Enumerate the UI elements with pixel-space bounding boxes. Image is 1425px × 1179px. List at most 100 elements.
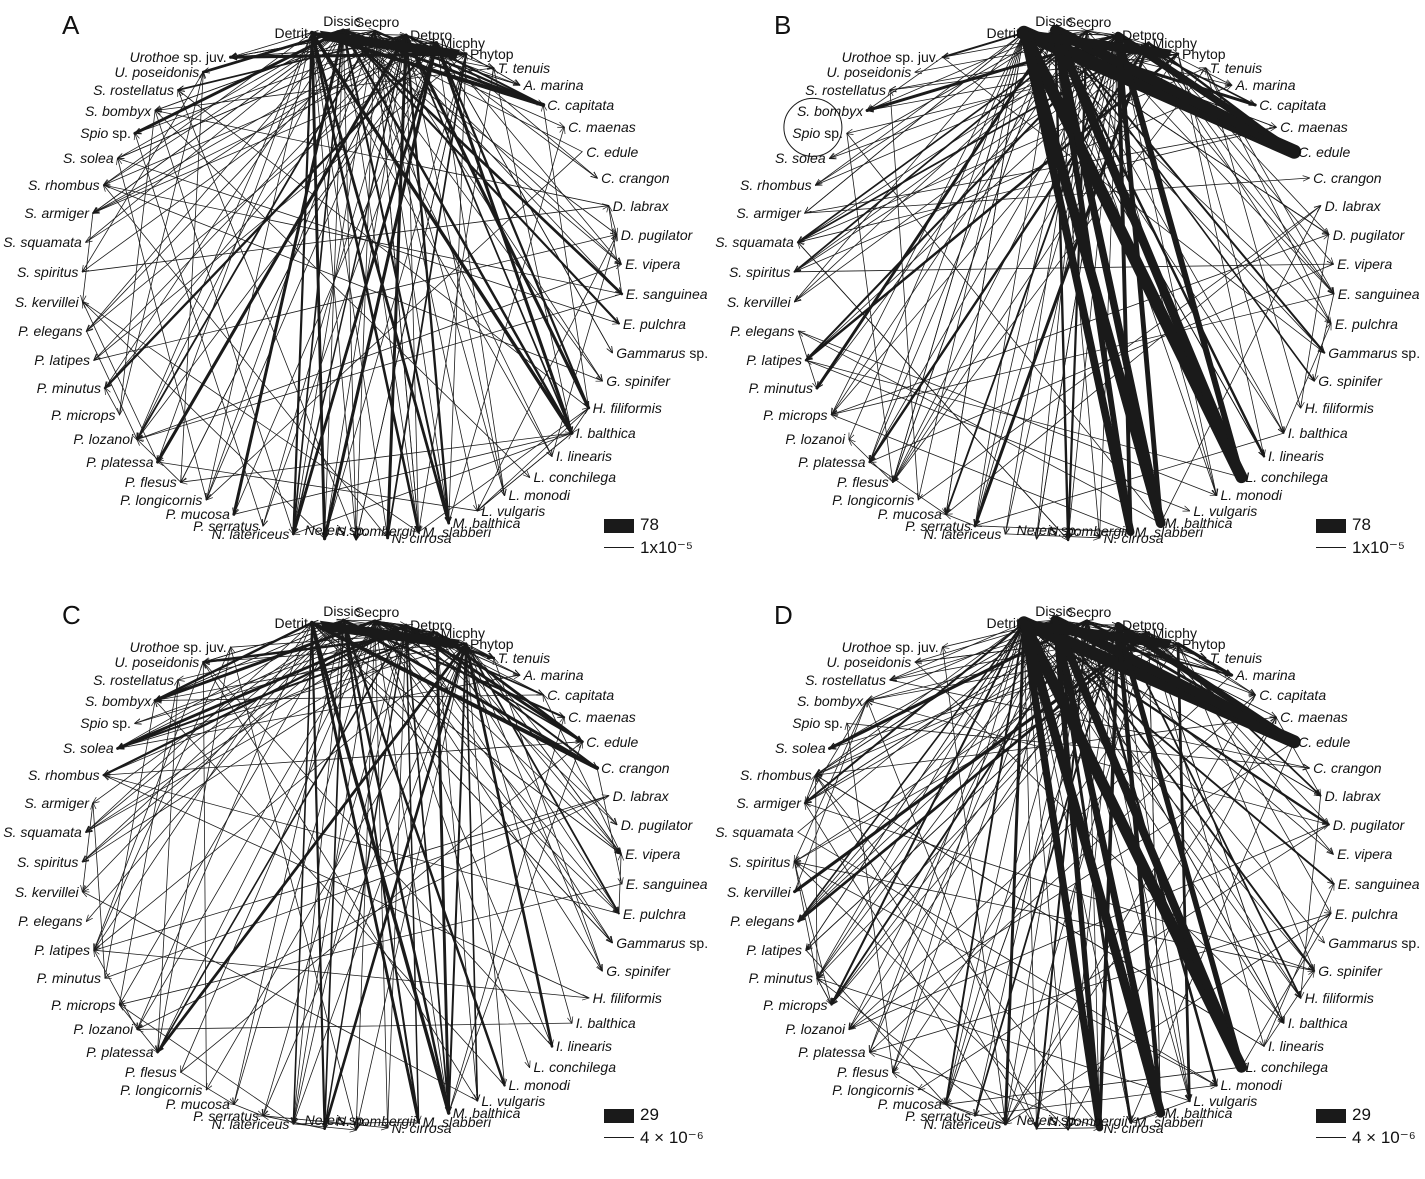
species-name: N. cirrosa [391,529,452,546]
node-label: H. filiformis [593,991,662,1005]
species-name: U. poseidonis [114,654,200,671]
node-label: L. vulgaris [1193,1094,1257,1108]
node-label: C. capitata [547,688,614,702]
trophic-link [890,622,1025,680]
trophic-link [816,977,1005,1124]
node-label: I. linearis [556,449,612,463]
node-label: L. monodi [509,488,570,502]
trophic-link [119,680,179,1006]
trophic-link [93,949,589,998]
trophic-link [946,621,1025,1105]
species-name: M. slabberi [1134,524,1204,541]
species-suffix: sp. [345,521,368,538]
species-suffix: sp. juv. [179,639,227,656]
trophic-link [893,643,1179,1072]
node-label: P. latipes [746,353,802,367]
trophic-link [375,621,553,1047]
node-label: D. pugilator [621,228,693,242]
node-name: Micphy [440,34,485,51]
trophic-link [435,41,590,408]
trophic-link [343,620,376,621]
species-name: D. pugilator [620,816,693,833]
species-name: Nereis [304,521,346,538]
species-name: P. elegans [730,323,795,340]
major-flow-link [323,619,345,1130]
trophic-link [292,625,406,1125]
trophic-link [832,415,1132,533]
trophic-link [494,658,603,972]
node-label: N. hombergii [336,524,415,538]
species-name: S. bombyx [796,692,864,709]
trophic-link [87,30,376,331]
species-name: I. balthica [575,1015,636,1032]
trophic-link [158,624,407,1052]
species-suffix: sp. [820,715,843,732]
trophic-link [794,862,1069,1131]
species-name: C. edule [1298,143,1351,160]
node-label: D. labrax [613,789,669,803]
trophic-link [206,32,313,500]
node-label: Urothoe sp. juv. [130,50,227,64]
trophic-link [494,68,573,434]
trophic-link [118,631,438,750]
node-label: Phytop [470,637,514,651]
trophic-link [404,33,591,410]
node-label: C. crangon [601,761,669,775]
species-name: I. balthica [575,425,636,442]
node-label: C. crangon [1313,761,1381,775]
species-name: D. labrax [612,787,669,804]
node-label: S. armiger [736,206,801,220]
species-name: C. capitata [1259,686,1327,703]
trophic-link [448,127,564,524]
trophic-link [870,29,1056,462]
species-name: S. kervillei [14,883,79,900]
node-label: S. rostellatus [93,673,174,687]
node-name: Phytop [470,635,514,652]
trophic-link [86,330,138,439]
node-label: Gammarus sp. [616,936,708,950]
trophic-link [794,633,1148,863]
node-label: P. mucosa [878,1097,942,1111]
node-label: N. cirrosa [392,1121,452,1135]
node-label: S. kervillei [727,885,791,899]
trophic-link [310,31,419,532]
species-name: T. tenuis [1209,60,1263,76]
node-label: S. rostellatus [805,83,886,97]
trophic-link [105,388,120,416]
major-flow-link [292,31,313,536]
trophic-link [1161,205,1321,523]
major-flow-link [341,618,599,770]
node-label: Detpro [1122,28,1164,42]
node-label: S. armiger [24,796,89,810]
trophic-link [82,301,419,532]
species-name: S. bombyx [84,102,152,119]
species-name: C. crangon [1313,760,1382,776]
major-flow-link [1115,32,1164,526]
species-name: Nereis [304,1111,346,1128]
trophic-link [946,514,976,527]
node-label: S. squamata [3,825,82,839]
species-name: Nereis [1016,521,1058,538]
trophic-link [203,643,467,662]
trophic-link [86,632,438,832]
node-label: M. slabberi [1135,525,1203,539]
node-label: Phytop [470,47,514,61]
trophic-link [893,29,1056,482]
trophic-link [342,618,506,1085]
species-name: S. spiritus [16,263,79,280]
major-flow-link [1050,24,1300,157]
trophic-link [118,643,467,749]
species-name: E. sanguinea [1337,285,1420,302]
node-label: S. bombyx [797,694,863,708]
trophic-link [104,701,155,979]
species-name: C. edule [1298,733,1351,750]
species-name: P. platessa [798,454,866,470]
node-label: Nereis sp. [1017,1113,1080,1127]
node-label: P. latipes [34,353,90,367]
node-label: N. hombergii [336,1114,415,1128]
node-name: Phytop [1182,635,1226,652]
trophic-link [1004,717,1276,1125]
trophic-link [104,741,583,775]
trophic-link [405,34,437,43]
node-label: D. pugilator [621,818,693,832]
